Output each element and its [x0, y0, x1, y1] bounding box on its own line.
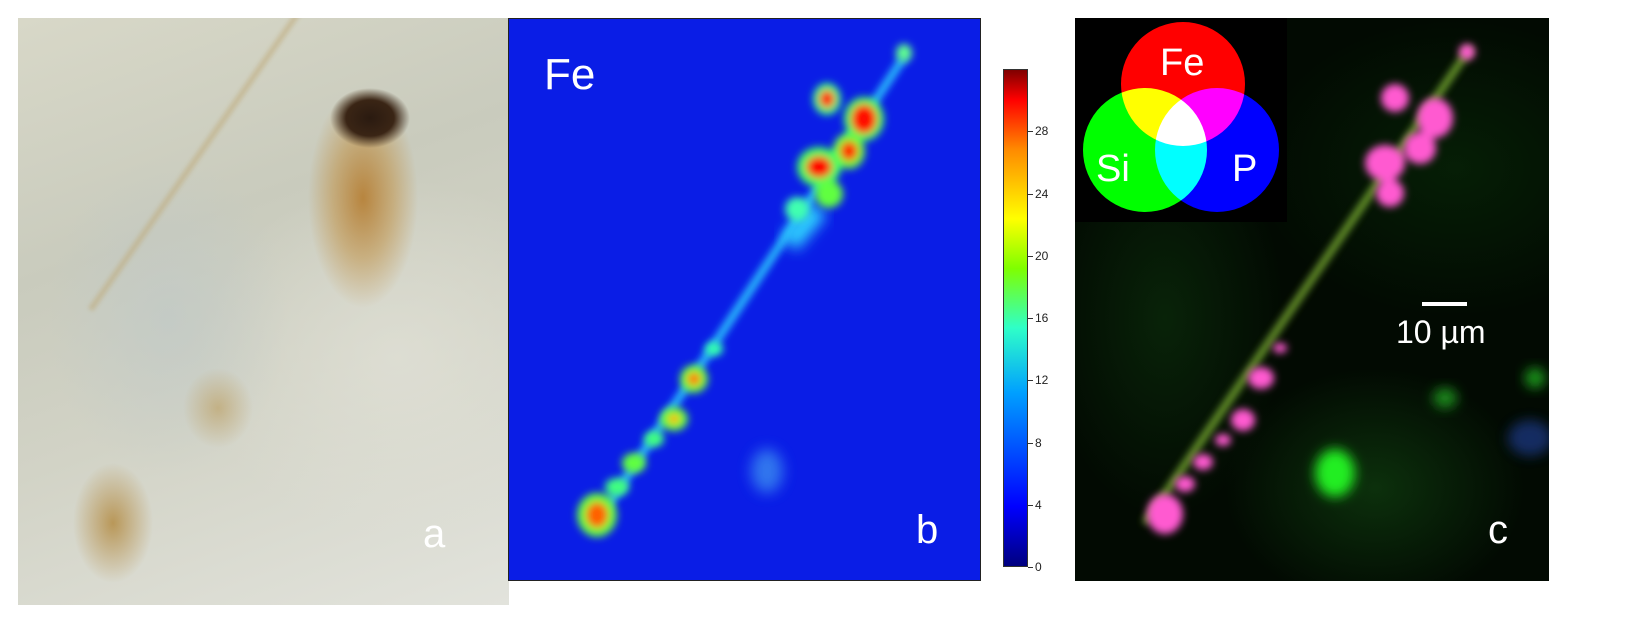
colorbar-tick [1028, 380, 1033, 382]
venn-label-p: P [1232, 148, 1258, 190]
colorbar-tick [1028, 193, 1033, 195]
colorbar-tick [1028, 131, 1033, 133]
panel-letter-b: b [916, 508, 939, 552]
colorbar-tick-label: 20 [1035, 248, 1049, 263]
colorbar-tick-label: 24 [1035, 186, 1049, 201]
panel-b-fe-map [508, 18, 981, 581]
venn-diagram [1083, 22, 1279, 212]
fe-element-label: Fe [544, 50, 596, 99]
fe-map-image [577, 44, 912, 537]
scale-bar [1422, 302, 1467, 306]
rgb-overlay-image [1142, 44, 1549, 534]
colorbar-tick [1028, 504, 1033, 506]
venn-label-fe: Fe [1160, 42, 1205, 84]
fiber-strand [88, 18, 311, 312]
colorbar-tick [1028, 318, 1033, 319]
panel-letter-c: c [1488, 508, 1508, 552]
colorbar-tick-label: 0 [1035, 560, 1042, 574]
colorbar-tick-label: 16 [1035, 311, 1049, 325]
scale-bar-label: 10 µm [1396, 314, 1486, 350]
colorbar-tick [1028, 255, 1033, 257]
colorbar-tick-label: 8 [1035, 435, 1042, 450]
panel-a-optical-micrograph [18, 18, 509, 605]
colorbar-tick-label: 12 [1035, 373, 1049, 388]
colorbar-tick [1028, 442, 1033, 444]
colorbar-tick-label: 28 [1035, 124, 1049, 139]
colorbar-tick-label: 4 [1035, 497, 1042, 512]
panel-letter-a: a [423, 512, 446, 556]
venn-label-si: Si [1096, 148, 1130, 190]
colorbar [1003, 69, 1028, 567]
colorbar-tick [1028, 567, 1033, 568]
venn-legend [1075, 18, 1287, 222]
